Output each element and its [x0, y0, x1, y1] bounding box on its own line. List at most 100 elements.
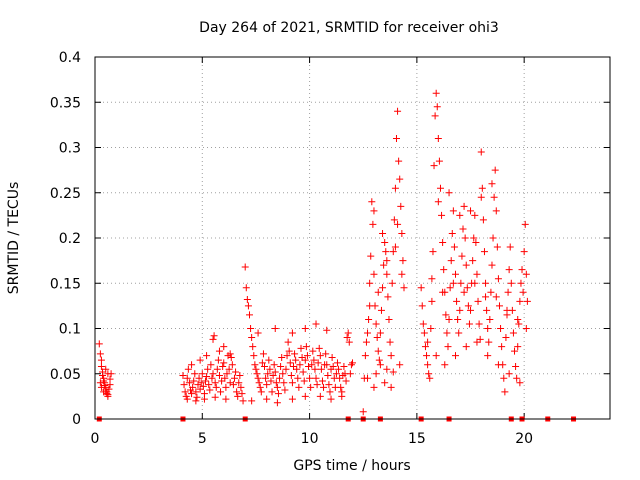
data-point	[283, 352, 291, 360]
data-point	[276, 374, 284, 382]
data-point	[504, 288, 512, 296]
data-point	[380, 261, 388, 269]
data-point	[398, 270, 406, 278]
data-point	[246, 311, 253, 319]
data-point	[383, 270, 391, 278]
data-point	[498, 343, 506, 351]
data-point	[277, 363, 285, 371]
data-point	[505, 370, 513, 378]
data-point	[488, 180, 496, 188]
data-point	[394, 107, 402, 115]
data-point	[102, 365, 110, 373]
data-point	[428, 275, 436, 283]
data-point	[446, 284, 454, 292]
data-point	[485, 338, 493, 346]
data-point	[226, 379, 234, 387]
data-point	[269, 372, 277, 380]
data-point	[286, 359, 294, 367]
data-point	[273, 383, 281, 391]
data-point	[516, 379, 524, 387]
data-point	[370, 270, 378, 278]
data-point	[205, 381, 213, 389]
data-point	[430, 162, 438, 170]
data-point	[434, 198, 442, 206]
data-point	[435, 157, 443, 165]
data-point	[242, 284, 250, 292]
data-point	[288, 379, 296, 387]
data-point	[493, 243, 501, 251]
data-point	[379, 284, 387, 292]
data-point	[453, 297, 461, 305]
x-tick-label: 10	[301, 431, 319, 447]
grid-lines	[95, 57, 610, 419]
data-point	[221, 374, 229, 382]
data-point	[248, 397, 256, 405]
data-point	[215, 347, 223, 355]
data-point	[347, 361, 355, 369]
data-point	[469, 257, 477, 265]
data-point	[455, 329, 463, 337]
data-point	[391, 184, 399, 192]
data-point	[272, 379, 280, 387]
data-points	[95, 89, 531, 416]
data-point	[183, 395, 191, 403]
data-point	[479, 216, 487, 224]
data-point	[522, 325, 530, 332]
data-point	[332, 370, 340, 378]
data-point	[195, 374, 203, 382]
data-point	[222, 383, 230, 391]
data-point	[217, 388, 225, 396]
data-point	[471, 279, 479, 287]
data-point	[323, 361, 331, 369]
data-point	[370, 383, 378, 391]
data-point	[480, 248, 488, 256]
data-point	[399, 257, 407, 265]
data-point	[244, 302, 252, 310]
data-point	[305, 363, 313, 371]
data-point	[97, 356, 105, 364]
data-point	[456, 211, 464, 219]
data-point	[189, 383, 197, 391]
data-point	[483, 306, 491, 314]
data-point	[441, 361, 449, 369]
data-point	[506, 243, 514, 251]
data-point	[211, 379, 219, 387]
data-point	[306, 374, 314, 382]
data-point	[345, 338, 353, 346]
data-point	[309, 347, 317, 355]
data-point	[450, 243, 458, 251]
data-point	[458, 252, 466, 260]
data-point	[366, 279, 374, 287]
data-point	[383, 365, 391, 373]
data-point	[318, 377, 326, 385]
data-point	[266, 365, 274, 373]
data-point	[434, 134, 442, 142]
data-point	[208, 374, 216, 382]
data-point	[449, 279, 457, 287]
data-point	[512, 363, 520, 371]
data-point	[389, 368, 397, 376]
data-point	[257, 388, 265, 396]
y-axis-label: SRMTID / TECUs	[6, 182, 22, 295]
data-point	[374, 347, 382, 355]
data-point	[518, 266, 526, 274]
data-point	[389, 248, 397, 256]
data-point	[428, 297, 436, 305]
data-point	[262, 374, 270, 382]
data-point	[379, 229, 387, 237]
data-point	[492, 293, 500, 301]
data-point	[501, 388, 509, 396]
data-point	[320, 383, 328, 391]
data-point	[300, 377, 308, 385]
data-point	[264, 370, 272, 378]
data-point	[460, 288, 468, 296]
data-point	[443, 329, 451, 337]
data-point	[359, 408, 367, 416]
data-point	[384, 293, 392, 301]
data-point	[398, 229, 406, 237]
data-point	[324, 372, 332, 380]
data-point	[254, 329, 262, 337]
data-point	[477, 193, 485, 201]
data-point	[397, 202, 405, 210]
data-point	[477, 148, 485, 156]
